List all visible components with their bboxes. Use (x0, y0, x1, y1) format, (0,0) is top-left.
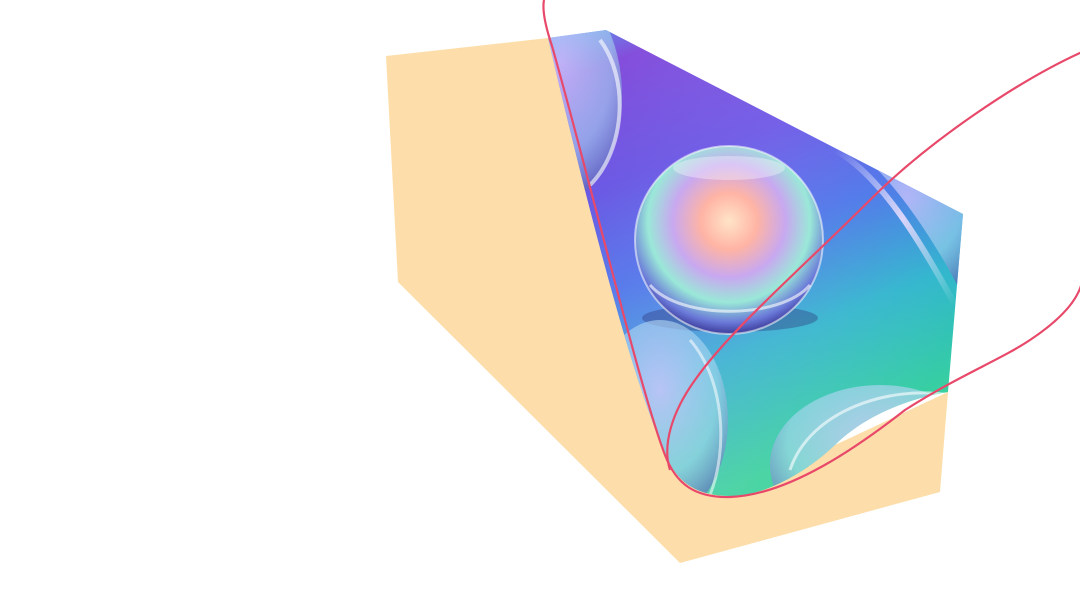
droplet-main (634, 145, 824, 335)
loop-outline (542, 0, 1080, 499)
prism-shape (386, 38, 948, 563)
